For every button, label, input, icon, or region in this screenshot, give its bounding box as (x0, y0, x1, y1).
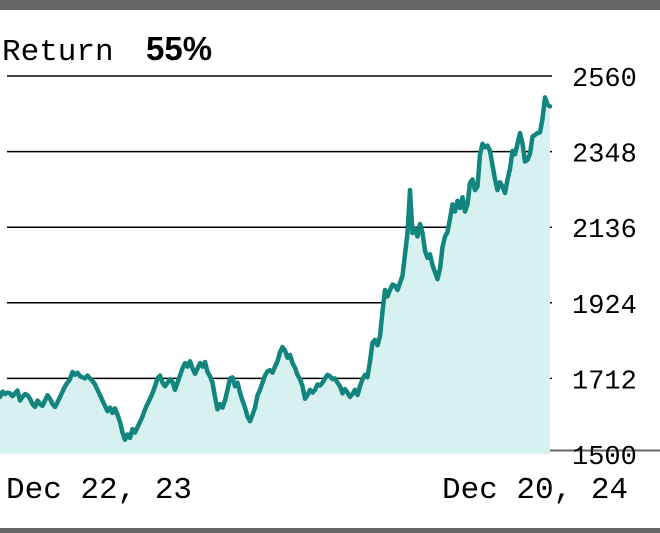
top-frame-bar (0, 0, 660, 10)
x-end-label: Dec 20, 24 (442, 473, 628, 508)
y-tick-label: 1500 (572, 443, 637, 473)
y-tick-label: 2560 (572, 65, 637, 95)
y-tick-label: 2348 (572, 141, 637, 171)
price-line (0, 95, 553, 442)
y-tick-label: 1712 (572, 367, 637, 397)
return-value: 55% (146, 30, 212, 67)
y-tick-label: 2136 (572, 216, 637, 246)
bottom-frame-bar (0, 528, 660, 533)
y-tick-label: 1924 (572, 292, 637, 322)
y-tick-labels: 2560 2348 2136 1924 1712 1500 (572, 65, 637, 473)
price-area (0, 97, 550, 455)
return-label: Return (2, 35, 114, 70)
x-start-label: Dec 22, 23 (6, 473, 192, 508)
